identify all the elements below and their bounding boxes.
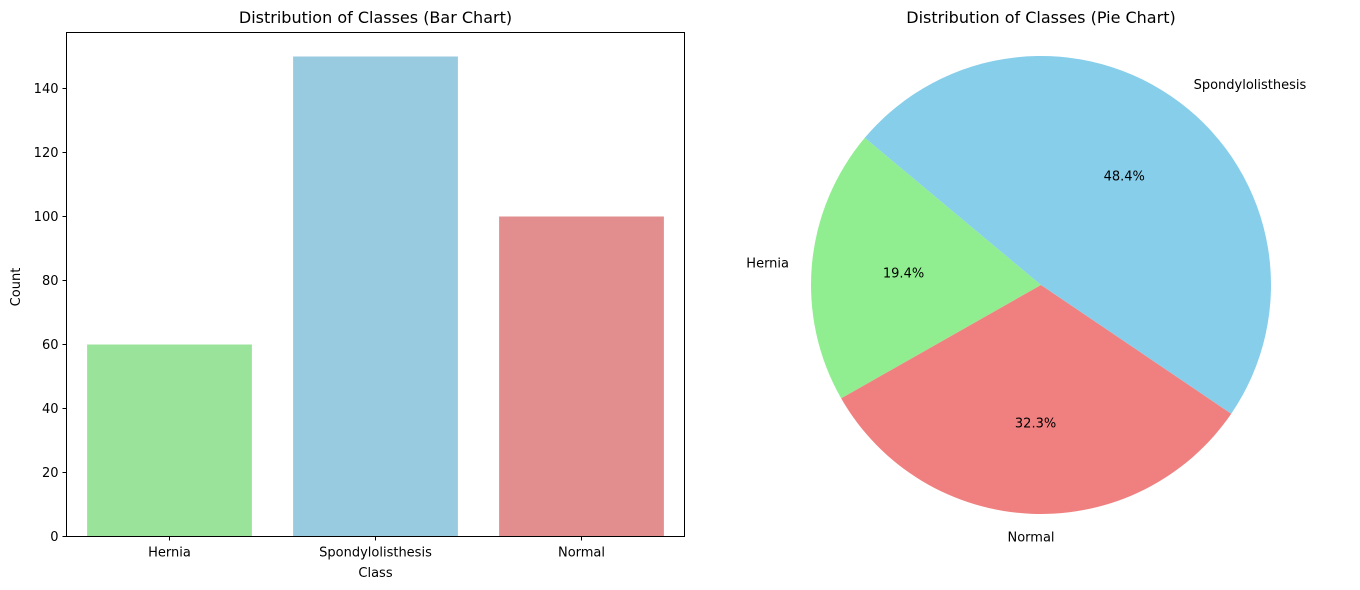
bar-chart-title: Distribution of Classes (Bar Chart) [239, 8, 512, 27]
pie-series [811, 55, 1272, 514]
pie-label: Spondylolisthesis [1194, 78, 1307, 93]
y-tick-label: 40 [42, 402, 59, 417]
bar-normal [499, 216, 664, 537]
pie-percent-label: 32.3% [1015, 416, 1056, 431]
y-tick-label: 140 [34, 82, 59, 97]
y-tick-label: 60 [42, 338, 59, 353]
y-tick-label: 100 [34, 210, 59, 225]
bar-y-axis-label: Count [9, 268, 24, 307]
bar-y-axis: 0 20 40 60 80 100 120 140 [34, 82, 67, 545]
pie-label: Normal [1008, 531, 1055, 546]
pie-chart-title: Distribution of Classes (Pie Chart) [906, 8, 1175, 27]
x-tick-label: Spondylolisthesis [319, 546, 432, 561]
pie-slice-spondylolisthesis [864, 55, 1272, 414]
bar-x-axis-label: Class [358, 566, 392, 581]
bar-series [87, 56, 664, 537]
y-tick-label: 80 [42, 274, 59, 289]
bar-x-axis: Hernia Spondylolisthesis Normal [148, 536, 605, 561]
pie-labels: Hernia 19.4% Normal 32.3% Spondylolisthesis 4… [746, 78, 1306, 546]
y-tick-label: 20 [42, 466, 59, 481]
pie-percent-label: 19.4% [883, 267, 924, 282]
bar-hernia [87, 344, 252, 537]
y-tick-label: 120 [34, 146, 59, 161]
bar-chart: Distribution of Classes (Bar Chart) 0 20 4… [9, 8, 685, 581]
bar-spondylolisthesis [293, 56, 458, 537]
pie-percent-label: 48.4% [1104, 169, 1145, 184]
pie-label: Hernia [746, 256, 789, 271]
y-tick-label: 0 [50, 530, 58, 545]
x-tick-label: Normal [558, 546, 605, 561]
x-tick-label: Hernia [148, 546, 191, 561]
pie-slice-hernia [811, 137, 1041, 399]
pie-slice-normal [841, 285, 1232, 514]
